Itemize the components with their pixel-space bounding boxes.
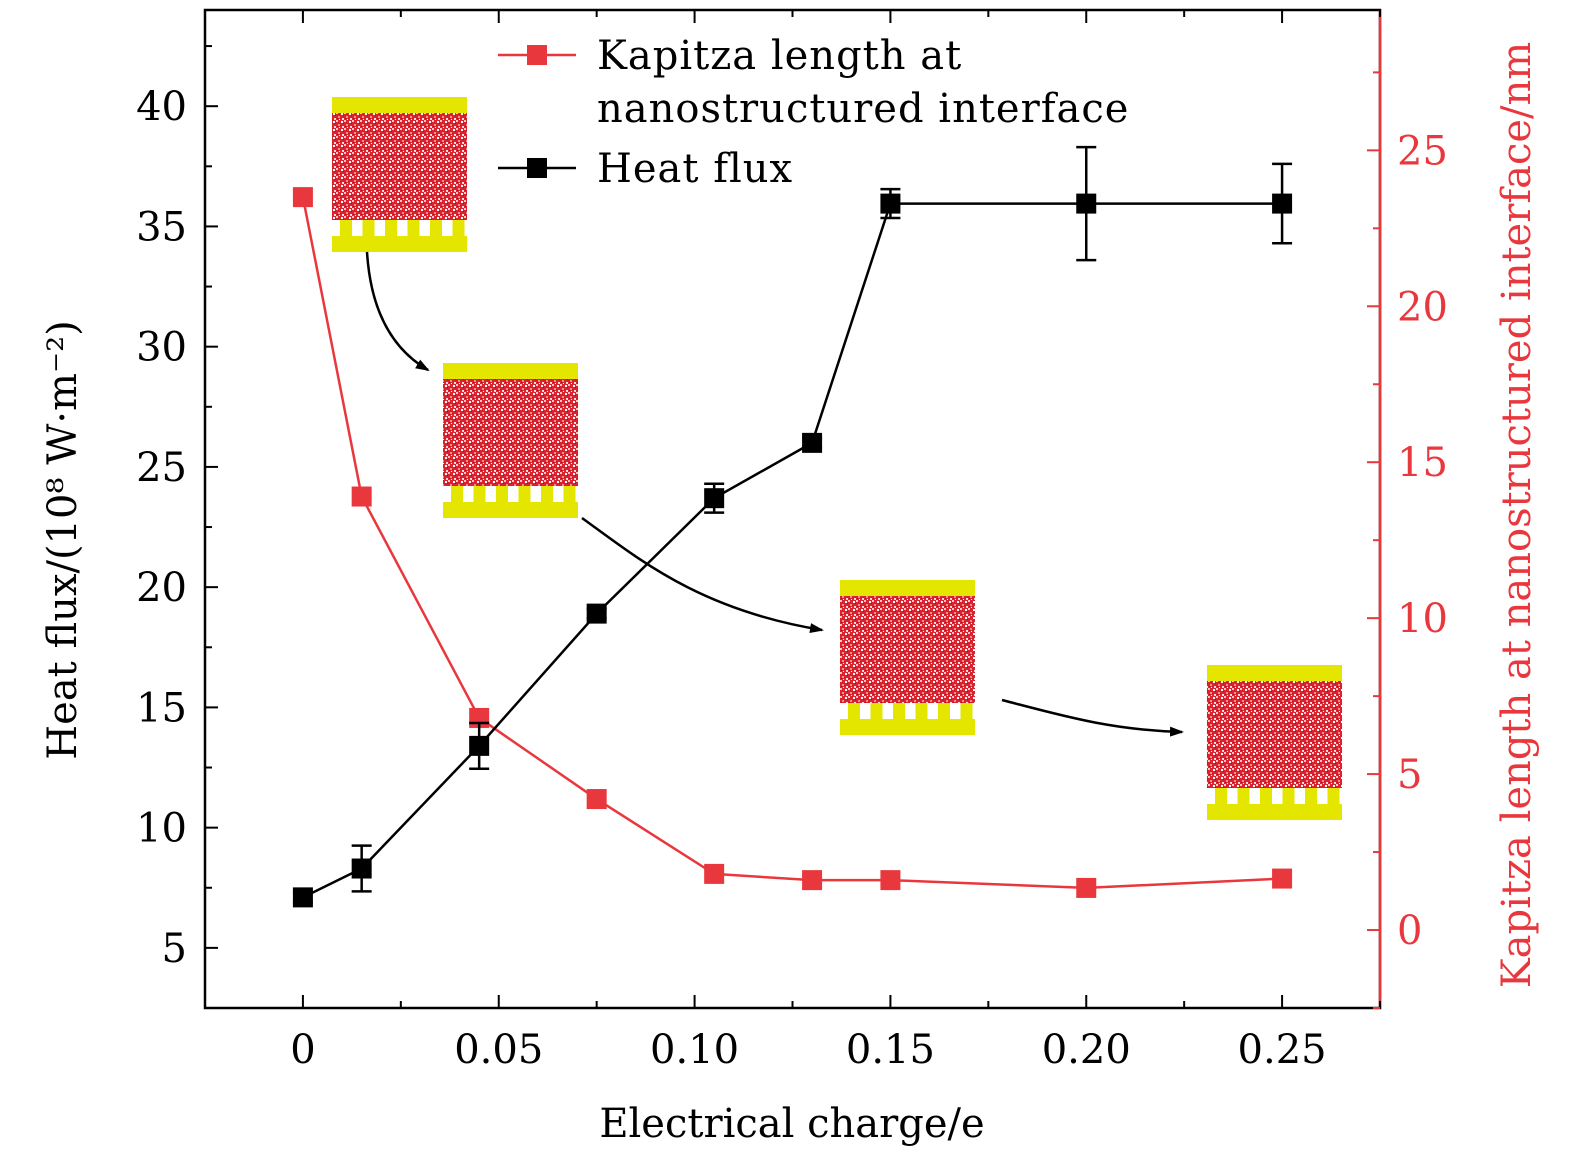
legend-label: Kapitza length at <box>597 33 962 79</box>
inset-arrow-1 <box>365 251 430 372</box>
x-axis-title: Electrical charge/e <box>599 1101 984 1147</box>
inset-snapshot-1 <box>332 97 467 252</box>
inset-pillar <box>1260 788 1272 804</box>
y-tick-label: 5 <box>162 926 187 972</box>
inset-pillar <box>430 220 442 236</box>
data-point <box>802 432 823 453</box>
series-line <box>301 196 1283 890</box>
y2-tick-label: 20 <box>1397 284 1448 330</box>
inset-pillar <box>452 220 465 236</box>
inset-pillar <box>1305 788 1317 804</box>
data-point <box>802 870 823 891</box>
series-line <box>302 202 1283 899</box>
x-tick-label: 0.05 <box>454 1027 543 1073</box>
inset-pillar <box>496 486 508 502</box>
y-tick-label: 30 <box>136 325 187 371</box>
inset-top-wall <box>443 363 578 379</box>
inset-bottom-wall <box>840 719 975 735</box>
inset-pillar <box>1282 788 1295 804</box>
y-axis-title: Heat flux/(10⁸ W·m⁻²) <box>40 320 86 759</box>
y-tick-label: 40 <box>136 84 187 130</box>
y-tick-label: 25 <box>136 445 187 491</box>
data-point <box>1076 193 1097 214</box>
legend-marker <box>527 158 547 178</box>
inset-pillar <box>1327 788 1340 804</box>
inset-pillar <box>518 486 531 502</box>
y2-axis-title: Kapitza length at nanostructured interfa… <box>1494 42 1540 988</box>
data-point <box>1076 877 1097 898</box>
legend-marker <box>527 45 547 65</box>
inset-arrow-2 <box>581 516 824 633</box>
x-tick-label: 0.15 <box>846 1027 935 1073</box>
y-tick-label: 15 <box>136 685 187 731</box>
interface-insets <box>332 97 1342 820</box>
inset-bottom-wall <box>443 502 578 518</box>
y-tick-label: 35 <box>136 204 187 250</box>
inset-bottom-wall <box>332 236 467 252</box>
inset-pillar <box>893 703 905 719</box>
data-point <box>704 488 725 509</box>
inset-pillar <box>1237 788 1250 804</box>
inset-snapshot-3 <box>840 580 975 735</box>
inset-liquid <box>840 596 975 703</box>
series-1 <box>292 145 1293 908</box>
inset-pillar <box>563 486 576 502</box>
data-point <box>880 193 901 214</box>
data-point <box>351 858 372 879</box>
data-point <box>586 603 607 624</box>
inset-pillar <box>960 703 973 719</box>
data-point <box>292 187 313 208</box>
data-point <box>469 735 490 756</box>
inset-arrows <box>365 251 1184 737</box>
inset-arrow-3 <box>1001 698 1184 737</box>
inset-liquid <box>332 113 467 220</box>
inset-pillar <box>848 703 860 719</box>
inset-pillar <box>915 703 928 719</box>
inset-liquid <box>1207 681 1342 788</box>
inset-snapshot-4 <box>1207 665 1342 820</box>
data-point <box>1272 193 1293 214</box>
data-point <box>880 870 901 891</box>
inset-pillar <box>870 703 883 719</box>
y-tick-label: 20 <box>136 565 187 611</box>
inset-pillar <box>473 486 486 502</box>
inset-top-wall <box>332 97 467 113</box>
data-point <box>292 887 313 908</box>
data-point <box>704 863 725 884</box>
series-0 <box>292 187 1293 898</box>
inset-pillar <box>362 220 375 236</box>
inset-pillar <box>938 703 950 719</box>
y2-tick-label: 10 <box>1397 596 1448 642</box>
y2-tick-label: 5 <box>1397 752 1422 798</box>
inset-top-wall <box>1207 665 1342 681</box>
tick-labels: 0 0.05 0.10 0.15 0.20 0.25 5 10 15 20 25 30 35 40 0 5 10… <box>136 84 1448 1073</box>
data-point <box>1272 868 1293 889</box>
inset-pillar <box>1215 788 1227 804</box>
inset-liquid <box>443 379 578 486</box>
series <box>292 145 1293 908</box>
x-tick-label: 0.20 <box>1042 1027 1131 1073</box>
data-point <box>351 486 372 507</box>
legend-label: Heat flux <box>597 146 793 192</box>
inset-top-wall <box>840 580 975 596</box>
x-tick-label: 0.10 <box>650 1027 739 1073</box>
inset-pillar <box>407 220 420 236</box>
legend-label: nanostructured interface <box>597 86 1129 132</box>
inset-snapshot-2 <box>443 363 578 518</box>
inset-pillar <box>385 220 397 236</box>
inset-bottom-wall <box>1207 804 1342 820</box>
x-tick-label: 0.25 <box>1238 1027 1327 1073</box>
inset-pillar <box>451 486 463 502</box>
y-tick-label: 10 <box>136 806 187 852</box>
y2-tick-label: 15 <box>1397 440 1448 486</box>
y2-tick-label: 25 <box>1397 128 1448 174</box>
inset-pillar <box>340 220 352 236</box>
axis-ticks <box>204 10 1381 1009</box>
y2-tick-label: 0 <box>1397 908 1422 954</box>
x-tick-label: 0 <box>290 1027 315 1073</box>
legend: Kapitza length at nanostructured interfac… <box>498 33 1129 192</box>
data-point <box>586 789 607 810</box>
inset-pillar <box>541 486 553 502</box>
